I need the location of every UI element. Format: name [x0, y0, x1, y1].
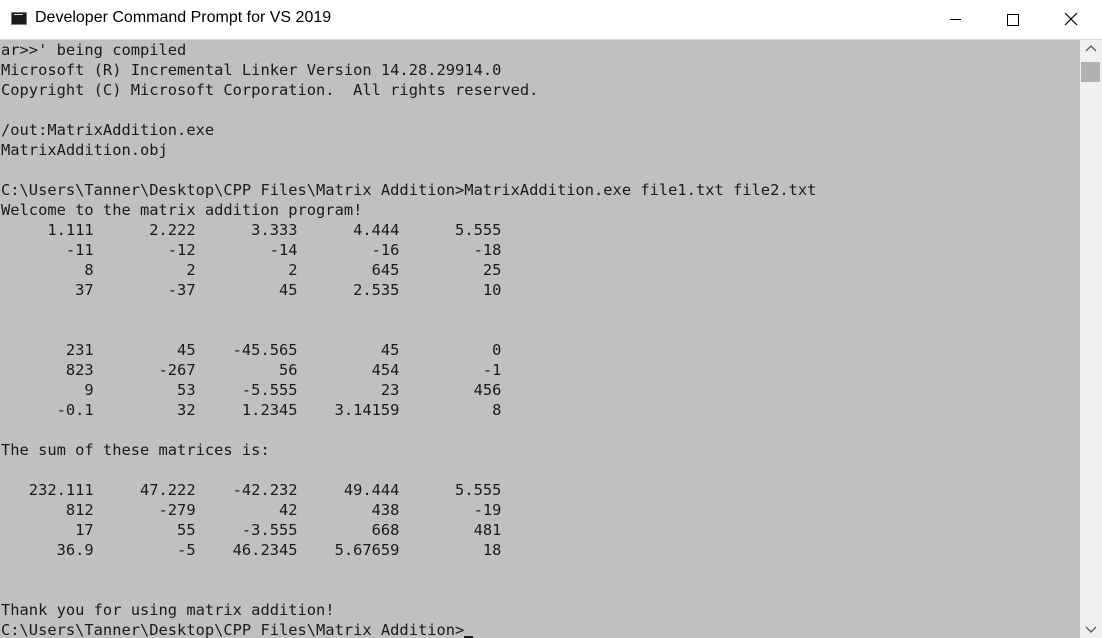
- console-line: 231 45 -45.565 45 0: [1, 341, 502, 359]
- console-line: 36.9 -5 46.2345 5.67659 18: [1, 541, 502, 559]
- console-line: The sum of these matrices is:: [1, 441, 270, 459]
- console-line: ar>>' being compiled: [1, 41, 187, 59]
- console-line: Welcome to the matrix addition program!: [1, 201, 363, 219]
- maximize-icon: [1007, 14, 1019, 26]
- text-cursor: [464, 636, 474, 638]
- close-icon: [1064, 12, 1078, 26]
- close-button[interactable]: [1043, 0, 1101, 39]
- vertical-scrollbar[interactable]: [1080, 40, 1102, 638]
- console-line: C:\Users\Tanner\Desktop\CPP Files\Matrix…: [1, 181, 817, 199]
- scroll-up-arrow-icon[interactable]: [1080, 40, 1102, 58]
- console-line: 17 55 -3.555 668 481: [1, 521, 502, 539]
- scroll-down-arrow-icon[interactable]: [1080, 620, 1102, 638]
- title-bar[interactable]: Developer Command Prompt for VS 2019: [0, 0, 1102, 40]
- minimize-button[interactable]: [926, 0, 984, 39]
- console-line: Microsoft (R) Incremental Linker Version…: [1, 61, 502, 79]
- console-line: Copyright (C) Microsoft Corporation. All…: [1, 81, 539, 99]
- console-line: 37 -37 45 2.535 10: [1, 281, 502, 299]
- prompt-path: C:\Users\Tanner\Desktop\CPP Files\Matrix…: [1, 621, 465, 638]
- scrollbar-thumb[interactable]: [1081, 62, 1100, 82]
- console-line: 9 53 -5.555 23 456: [1, 381, 502, 399]
- window-title: Developer Command Prompt for VS 2019: [35, 9, 332, 26]
- console-line: 8 2 2 645 25: [1, 261, 502, 279]
- console-caret-glyph: [14, 14, 23, 19]
- maximize-button[interactable]: [984, 0, 1042, 39]
- console-line: -0.1 32 1.2345 3.14159 8: [1, 401, 502, 419]
- console-output[interactable]: ar>>' being compiled Microsoft (R) Increm…: [0, 40, 1080, 638]
- console-line: 1.111 2.222 3.333 4.444 5.555: [1, 221, 502, 239]
- console-line: Thank you for using matrix addition!: [1, 601, 335, 619]
- console-line: MatrixAddition.obj: [1, 141, 168, 159]
- console-line: 823 -267 56 454 -1: [1, 361, 502, 379]
- minimize-icon: [950, 19, 961, 20]
- console-line: -11 -12 -14 -16 -18: [1, 241, 502, 259]
- console-line: 812 -279 42 438 -19: [1, 501, 502, 519]
- command-prompt-line[interactable]: C:\Users\Tanner\Desktop\CPP Files\Matrix…: [1, 620, 474, 638]
- console-line: 232.111 47.222 -42.232 49.444 5.555: [1, 481, 502, 499]
- console-app-icon[interactable]: [11, 12, 27, 25]
- console-line: /out:MatrixAddition.exe: [1, 121, 215, 139]
